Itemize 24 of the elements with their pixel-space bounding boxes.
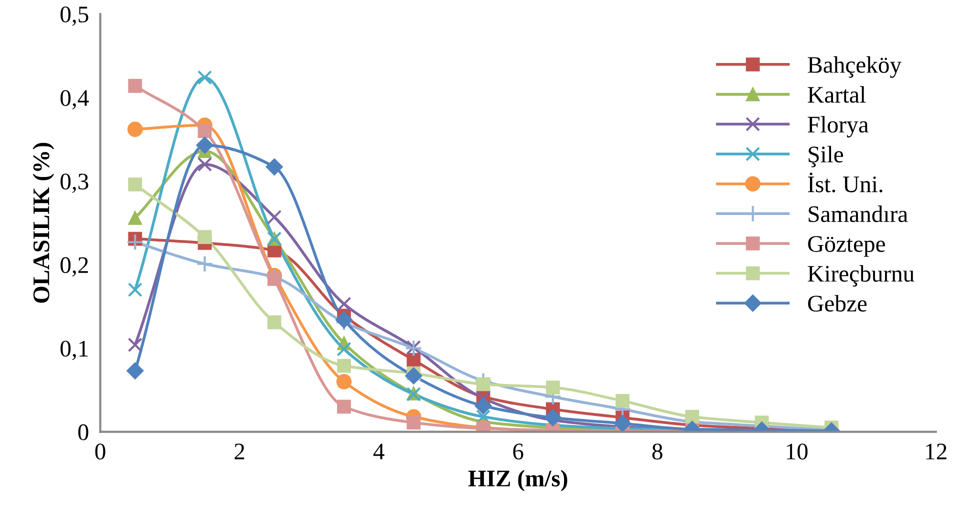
x-tick-label: 8 [652, 444, 662, 460]
y-tick-label: 0,2 [60, 257, 88, 277]
legend-label: Kartal [808, 86, 866, 103]
x-axis-title: HIZ (m/s) [468, 470, 568, 492]
x-tick-label: 10 [786, 444, 808, 460]
legend-label: Göztepe [808, 236, 885, 257]
y-tick-label: 0,1 [60, 340, 88, 360]
x-tick-label: 4 [373, 444, 384, 460]
x-tick-label: 0 [95, 444, 106, 460]
x-tick-label: 6 [513, 444, 524, 460]
legend-label: Samandıra [808, 206, 908, 222]
legend-label: Kireçburnu [808, 265, 914, 287]
x-tick-label: 12 [926, 444, 946, 460]
legend-label: Gebze [808, 294, 867, 312]
legend-label: Bahçeköy [808, 56, 902, 78]
y-tick-label: 0,5 [60, 6, 88, 26]
y-tick-label: 0,4 [60, 90, 89, 110]
y-tick-label: 0 [78, 424, 88, 440]
y-axis-title: OLASILIK (%) [32, 142, 54, 303]
legend-label: Şile [808, 146, 844, 168]
x-tick-label: 2 [234, 444, 244, 460]
y-tick-label: 0,3 [60, 174, 88, 193]
legend-label: İst. Uni. [808, 172, 882, 192]
legend-label: Florya [808, 116, 868, 138]
